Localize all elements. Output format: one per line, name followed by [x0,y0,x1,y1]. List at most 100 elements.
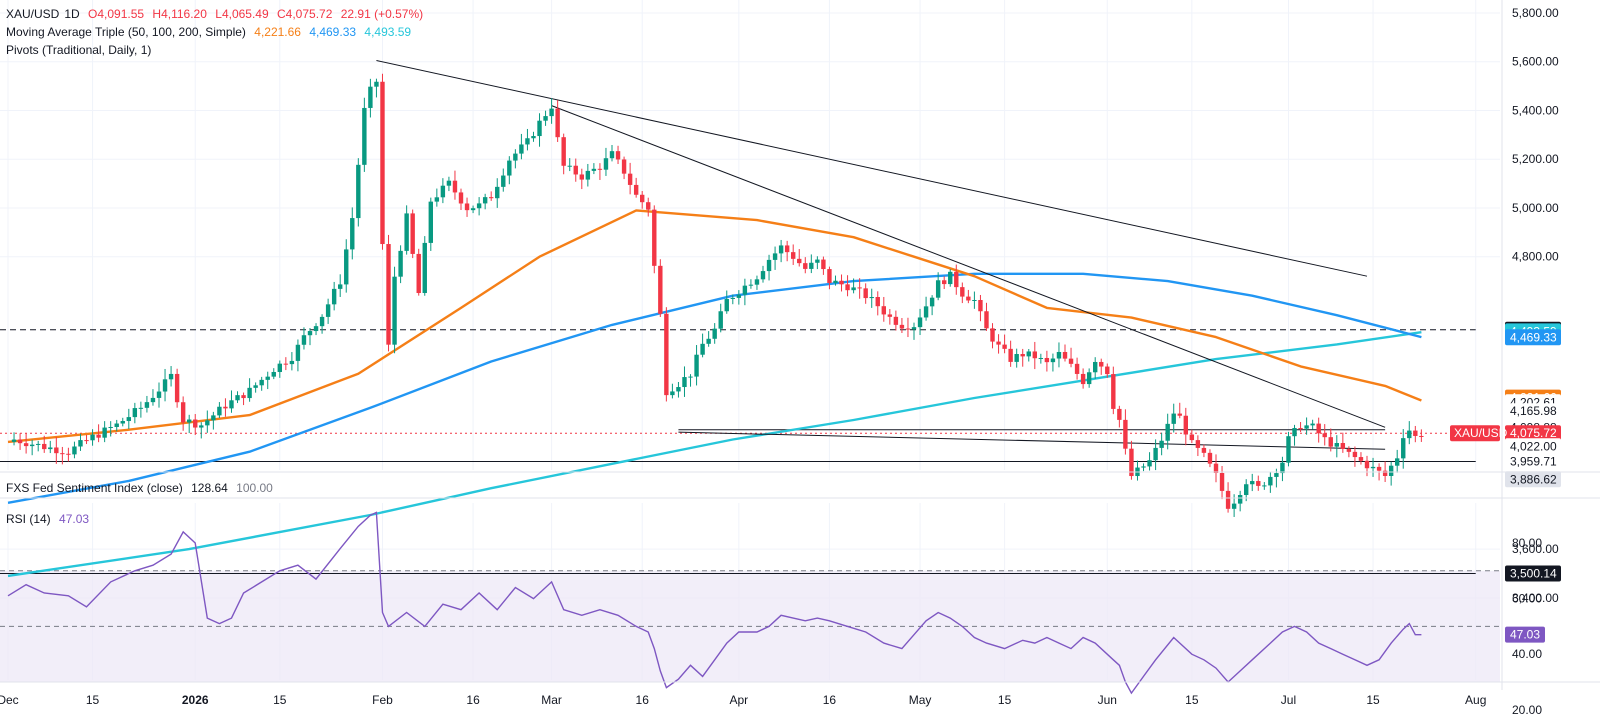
candle-body [525,138,530,145]
trend-line [678,431,1386,450]
candle-body [1225,490,1231,509]
price-label: 4,075.72 [1510,426,1557,440]
candle-body [392,276,397,345]
candle-body [1274,473,1279,477]
candle-body [1165,423,1170,441]
candle-body [501,175,506,187]
candle-body [1334,443,1339,447]
candle-body [162,379,168,392]
time-tick-label: 15 [273,693,287,707]
candle-body [694,354,699,377]
candle-body [1256,481,1261,486]
candle-body [736,294,742,298]
main-legend: XAU/USD 1D O4,091.55 H4,116.20 L4,065.49 … [6,6,428,22]
symbol-label[interactable]: XAU/USD [6,7,60,21]
candle-body [1099,361,1104,367]
candle-body [742,285,748,295]
close-value: C4,075.72 [277,7,333,21]
price-label-bg [1505,329,1561,346]
candle-body [90,434,95,441]
time-tick-label: Jul [1281,693,1296,707]
candle-body [386,244,391,345]
pivots-legend[interactable]: Pivots (Traditional, Daily, 1) [6,42,156,58]
rsi-current-label: 47.03 [1510,628,1540,642]
low-value: L4,065.49 [215,7,269,21]
candle-body [338,284,343,289]
candle-body [319,316,325,327]
candle-body [917,317,923,328]
time-tick-label: Jun [1098,693,1117,707]
candle-body [652,209,657,266]
candle-body [1346,448,1352,452]
candle-body [784,245,790,253]
candle-body [72,446,77,455]
candle-body [609,151,615,159]
candle-body [1117,408,1122,420]
interval-label[interactable]: 1D [64,7,80,21]
candle-body [658,265,663,314]
candle-body [561,137,566,166]
pivot-levels [0,329,1476,574]
candle-body [138,407,144,409]
candle-body [253,385,258,388]
ma-legend[interactable]: Moving Average Triple (50, 100, 200, Sim… [6,24,416,40]
candle-body [380,81,385,245]
candle-body [331,288,337,305]
candle-body [1183,415,1188,435]
candle-body [797,258,802,264]
candle-body [211,415,216,421]
candle-body [1105,366,1110,375]
rsi-tick-label: 60.00 [1512,592,1542,606]
trend-lines[interactable] [376,60,1386,450]
candle-body [1020,354,1025,357]
trend-line [551,105,1386,428]
candle-body [803,263,808,269]
candle-body [1201,447,1207,453]
candle-body [1177,413,1182,416]
rsi-legend[interactable]: RSI (14) 47.03 [6,511,94,527]
candle-body [96,434,101,438]
rsi-value: 47.03 [59,512,90,526]
price-tick-label: 4,800.00 [1512,250,1559,264]
candle-body [1413,430,1418,436]
candle-body [1316,423,1321,434]
candle-body [193,419,198,428]
candle-body [1370,466,1376,469]
fed-legend[interactable]: FXS Fed Sentiment Index (close) 128.64 1… [6,480,278,496]
candle-body [434,197,440,202]
candle-body [344,249,349,285]
candle-body [1050,358,1056,363]
rsi-band [0,570,1500,683]
time-axis[interactable]: Dec 15 2026 15 Feb 16 Mar 16 Apr 16 May 15 Jun 15 Jul 1… [0,693,1486,707]
candle-body [972,300,977,302]
candle-body [1382,470,1388,476]
candle-body [11,439,17,442]
fed-title: FXS Fed Sentiment Index (close) [6,481,183,495]
candle-body [48,447,53,450]
candle-body [573,165,578,175]
candle-body [1044,357,1050,363]
ma200-value: 4,493.59 [364,25,412,39]
candle-body [174,373,180,403]
candle-body [1268,476,1273,486]
candle-body [108,426,113,428]
candle-body [640,194,645,203]
candle-body [1038,357,1044,359]
candle-body [120,421,125,424]
candle-body [416,253,421,294]
candle-body [1292,428,1297,437]
candle-body [1171,413,1176,424]
candle-body [881,306,886,315]
candle-body [929,297,935,307]
candle-body [1068,358,1074,364]
price-axis[interactable]: 5,800.00 5,600.00 5,400.00 5,200.00 5,000.00… [1450,6,1561,717]
price-tick-label: 5,400.00 [1512,103,1559,117]
candle-body [664,313,669,396]
candle-body [603,158,609,170]
rsi-tick-label: 80.00 [1512,536,1542,550]
price-label-bg [1505,453,1561,470]
ma100-line [7,272,1422,504]
candle-body [821,259,826,270]
time-tick-label: Mar [541,693,562,707]
